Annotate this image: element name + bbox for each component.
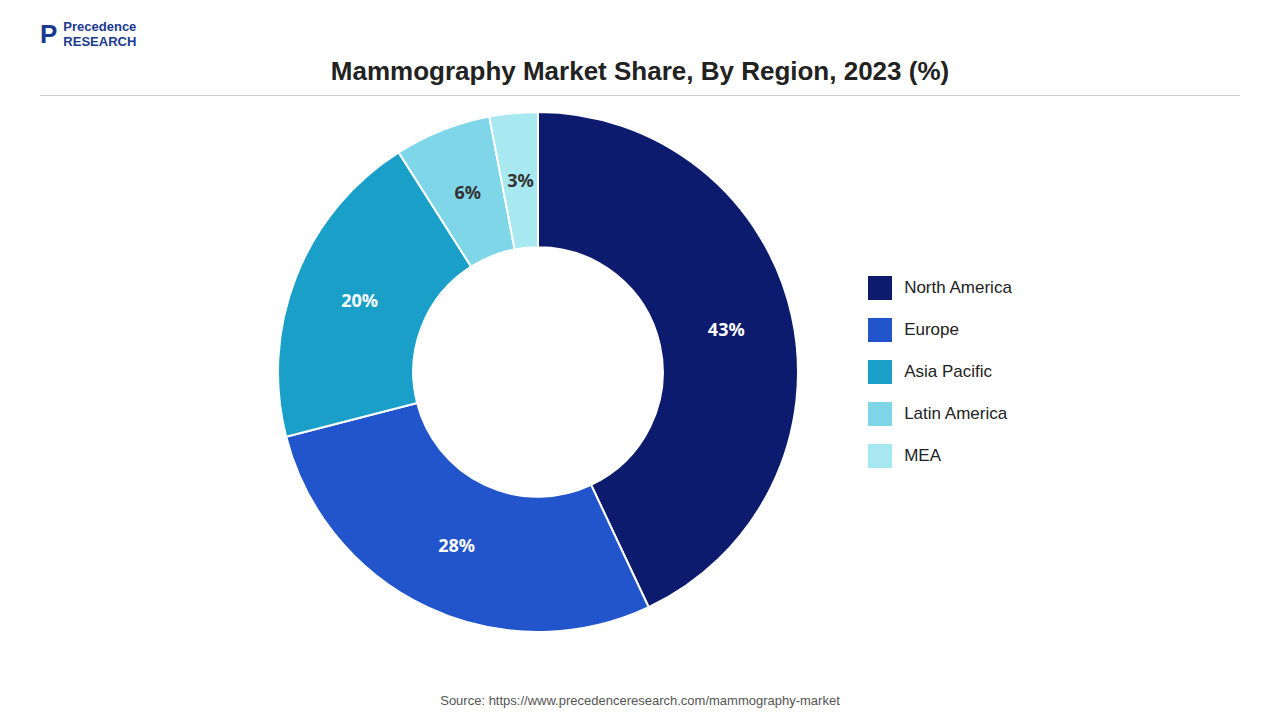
html-text:Source: https://www.precedence: Source: https://www.precedenceresearch.c…	[440, 693, 840, 708]
svg-text:6%: 6%	[455, 180, 482, 204]
svg-text:43%: 43%	[708, 317, 745, 341]
html-text:Asia Pacific: Asia Pacific	[904, 362, 992, 381]
html-text:Latin America: Latin America	[904, 404, 1008, 423]
html-text:P: P	[40, 18, 58, 49]
svg-text:28%: 28%	[438, 533, 475, 557]
html-text:Europe: Europe	[904, 320, 959, 339]
html-text:Precedence: Precedence	[63, 19, 137, 34]
html-text:RESEARCH: RESEARCH	[63, 34, 137, 49]
html-text:North America: North America	[904, 278, 1012, 297]
html-text:MEA: MEA	[904, 446, 941, 465]
svg-text:20%: 20%	[341, 288, 378, 312]
svg-text:3%: 3%	[507, 168, 534, 192]
html-text:Mammography Market Share, By R: Mammography Market Share, By Region, 202…	[330, 56, 950, 86]
